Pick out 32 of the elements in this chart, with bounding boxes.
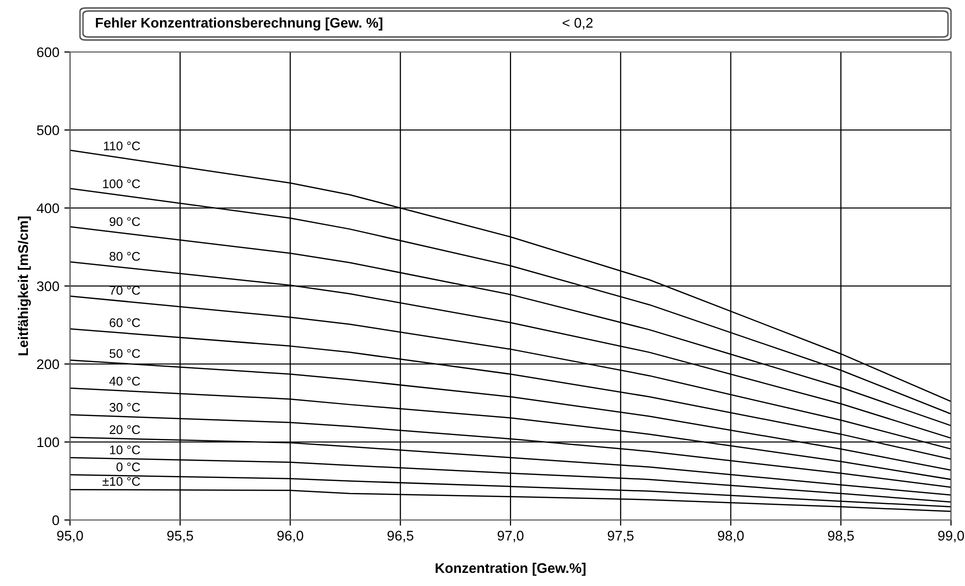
series-label: 0 °C xyxy=(116,462,140,472)
series-label: 20 °C xyxy=(110,425,140,434)
series-label: 60 °C xyxy=(110,318,140,328)
series-label: 40 °C xyxy=(109,376,140,386)
y-tick-label: 300 xyxy=(36,281,60,292)
x-tick-label: 96,0 xyxy=(277,530,304,542)
x-tick-label: 96,5 xyxy=(388,530,414,542)
y-tick-label: 200 xyxy=(37,359,60,370)
x-tick-label: 97,5 xyxy=(608,530,634,542)
x-tick-label: 95,0 xyxy=(57,530,83,542)
x-axis-title: Konzentration [Gew.%] xyxy=(436,562,586,576)
chart-title: Fehler Konzentrationsberechnung [Gew. %] xyxy=(96,17,382,31)
series-label: ±10 °C xyxy=(102,476,140,486)
series-label: 110 °C xyxy=(104,142,140,150)
x-tick-label: 95,5 xyxy=(167,530,194,542)
y-tick-label: 600 xyxy=(37,47,60,58)
series-label: 10 °C xyxy=(110,445,140,454)
x-tick-label: 99,0 xyxy=(938,530,964,542)
y-tick-label: 0 xyxy=(52,515,60,526)
y-tick-label: 100 xyxy=(37,437,60,448)
x-tick-label: 98,5 xyxy=(828,530,854,542)
y-tick-label: 500 xyxy=(36,125,60,136)
text: < 0,2 xyxy=(562,18,593,30)
y-tick-label: 400 xyxy=(36,203,60,214)
series-label: 50 °C xyxy=(110,349,140,358)
y-axis-title: Leitfähigkeit [mS/cm] xyxy=(18,216,31,356)
series-label: 100 °C xyxy=(103,179,140,188)
series-label: 30 °C xyxy=(110,402,140,412)
series-label: 90 °C xyxy=(110,217,140,226)
x-tick-label: 98,0 xyxy=(718,530,744,542)
x-tick-label: 97,0 xyxy=(498,530,524,542)
series-label: 80 °C xyxy=(110,252,140,261)
